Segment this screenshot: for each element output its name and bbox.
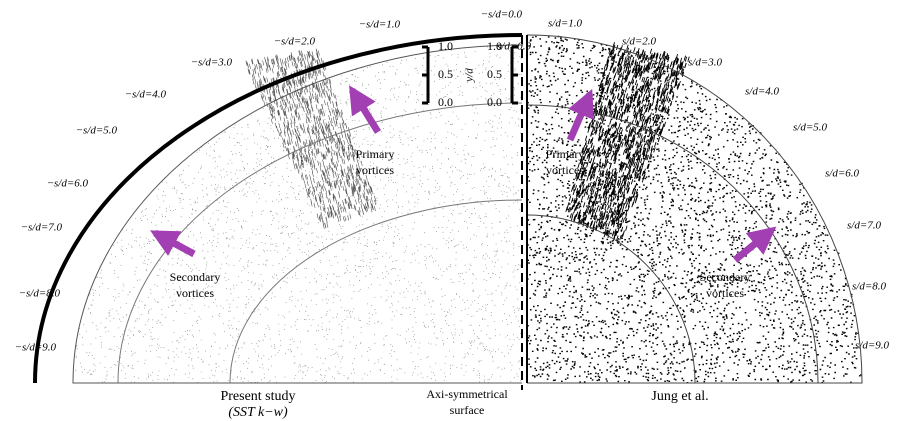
annotation: Primary (356, 147, 395, 161)
arrow (570, 94, 590, 140)
sd-label: s/d=6.0 (825, 168, 860, 180)
scale-label: y/d (464, 68, 476, 83)
sd-label: −s/d=8.0 (19, 288, 61, 300)
sd-label: s/d=4.0 (745, 86, 780, 98)
sd-label: s/d=3.0 (688, 57, 723, 69)
flow-texture (75, 37, 861, 384)
arrow (352, 90, 378, 132)
arrow (155, 233, 194, 254)
sd-label: s/d=7.0 (847, 220, 882, 232)
sd-label: −s/d=7.0 (21, 222, 63, 234)
sd-label: −s/d=6.0 (47, 178, 89, 190)
scale-bar (512, 47, 518, 103)
scale-tick: 0.0 (487, 95, 502, 109)
sd-label: −s/d=3.0 (191, 57, 233, 69)
caption: Jung et al. (651, 389, 708, 404)
hub-arc (230, 200, 522, 383)
annotation: vortices (546, 163, 584, 177)
caption: Present study (220, 389, 295, 404)
sd-label: s/d=8.0 (852, 281, 887, 293)
annotation: Secondary (170, 270, 221, 284)
caption: Axi-symmetrical (426, 387, 508, 401)
scale-tick: 0.0 (438, 95, 453, 109)
sd-label: s/d=2.0 (622, 36, 657, 48)
sd-label: −s/d=4.0 (125, 89, 167, 101)
scale-tick: 1.0 (438, 39, 453, 53)
figure: 1.0 0.5 0.0 y/d 1.0 0.5 0.0 Primary vort… (0, 0, 916, 421)
sd-label: −s/d=5.0 (76, 125, 118, 137)
flow-jet (566, 42, 690, 243)
annotation: vortices (706, 286, 744, 300)
sd-label: −s/d=9.0 (15, 342, 57, 354)
sd-label: −s/d=1.0 (359, 19, 401, 31)
sd-label: s/d=1.0 (548, 18, 583, 30)
sd-label: s/d=5.0 (793, 122, 828, 134)
caption: (SST k−w) (228, 405, 288, 420)
annotation: Secondary (700, 270, 751, 284)
sd-label: s/d=9.0 (855, 340, 890, 352)
sd-label: −s/d=2.0 (274, 36, 316, 48)
annotation: vortices (356, 163, 394, 177)
scale-bar (422, 47, 428, 103)
flow-jet (246, 49, 376, 229)
caption: surface (450, 403, 485, 417)
flow-dots (527, 37, 862, 383)
sd-label: s/d=0.0 (497, 41, 532, 53)
scale-tick: 0.5 (438, 67, 453, 81)
annotation: vortices (176, 286, 214, 300)
sd-label: −s/d=0.0 (481, 9, 523, 21)
scale-tick: 0.5 (487, 67, 502, 81)
annotation: Primary (546, 147, 585, 161)
